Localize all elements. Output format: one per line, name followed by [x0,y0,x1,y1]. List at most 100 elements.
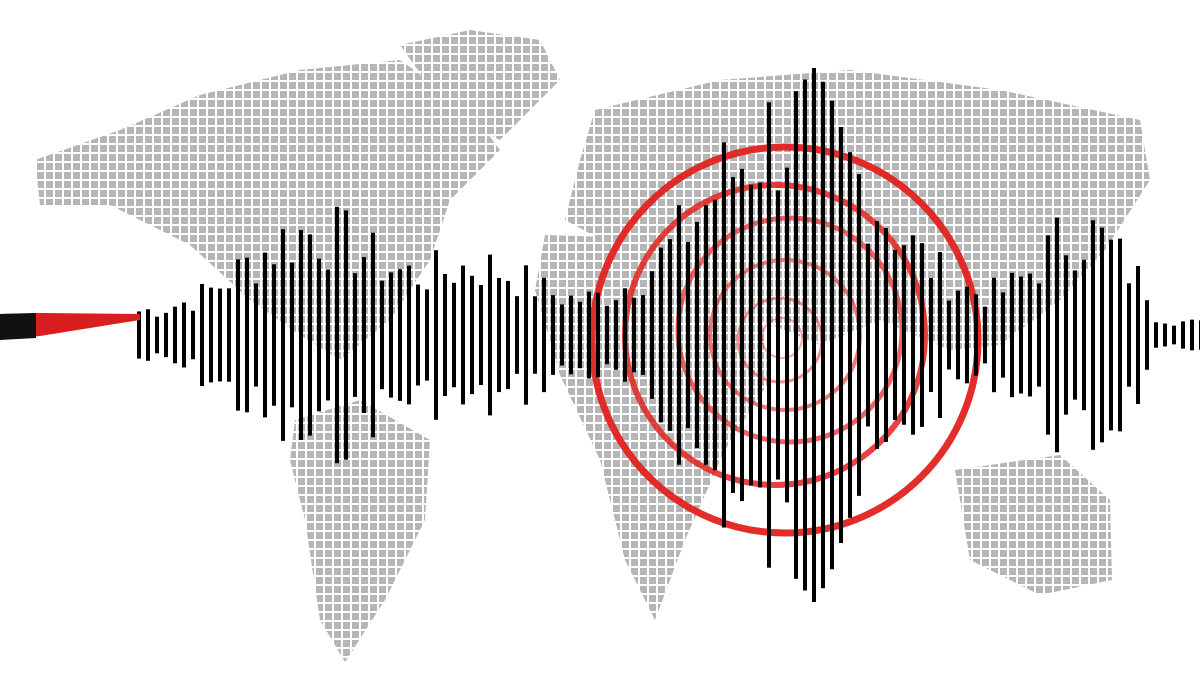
wave-line [263,252,267,418]
wave-line [515,296,519,374]
wave-line [596,292,600,378]
wave-line [1190,319,1194,351]
wave-line [956,290,960,380]
australia [955,455,1112,595]
wave-line [1154,322,1158,348]
wave-line [1163,323,1167,347]
wave-line [542,277,546,393]
wave-line [1082,259,1086,411]
wave-line [704,205,708,465]
seismic-wave [137,67,1200,603]
wave-line [434,250,438,420]
wave-line [299,230,303,440]
wave-line [992,277,996,393]
wave-line [749,184,753,486]
wave-line [686,241,690,429]
wave-line [1010,272,1014,398]
wave-line [965,286,969,384]
wave-line [488,254,492,416]
wave-line [254,283,258,387]
wave-line [362,257,366,413]
wave-line [1073,270,1077,400]
wave-line [470,275,474,395]
wave-line [227,288,231,382]
wave-line [560,304,564,366]
wave-line [1172,325,1176,345]
wave-line [1136,265,1140,405]
wave-line [1145,300,1149,370]
wave-line [1037,283,1041,387]
wave-line [380,280,384,390]
wave-line [857,174,861,496]
wave-line [623,288,627,382]
wave-line [587,291,591,379]
wave-line [929,277,933,393]
wave-line [506,280,510,390]
wave-line [416,284,420,386]
wave-line [443,273,447,397]
wave-line [191,310,195,360]
wave-line [911,235,915,435]
wave-line [236,259,240,411]
wave-line [677,205,681,465]
wave-line [524,265,528,405]
wave-line [839,126,843,544]
wave-line [1181,321,1185,349]
wave-line [1019,276,1023,394]
wave-line [740,168,744,502]
wave-line [398,269,402,401]
wave-line [1064,255,1068,415]
wave-line [281,229,285,441]
wave-line [650,271,654,399]
wave-line [695,221,699,449]
wave-line [1091,220,1095,450]
wave-line [803,79,807,591]
wave-line [758,182,762,488]
wave-line [461,265,465,405]
wave-line [578,301,582,369]
wave-line [821,81,825,589]
south-america [290,400,430,662]
wave-line [794,91,798,579]
wave-line [902,245,906,425]
wave-line [785,167,789,503]
wave-line [371,232,375,438]
wave-line [605,305,609,365]
wave-line [164,312,168,358]
wave-line [308,234,312,436]
wave-line [812,67,816,603]
wave-line [497,277,501,393]
wave-line [938,252,942,418]
wave-line [614,300,618,370]
wave-line [218,288,222,382]
wave-line [1118,238,1122,432]
wave-line [920,243,924,427]
wave-line [1127,283,1131,387]
wave-line [479,285,483,385]
wave-line [389,272,393,398]
wave-line [407,265,411,405]
wave-line [1001,292,1005,378]
wave-line [1109,239,1113,431]
wave-line [974,294,978,376]
wave-line [344,210,348,460]
wave-line [137,311,141,359]
wave-line [551,295,555,375]
wave-line [1055,217,1059,453]
wave-line [893,249,897,421]
wave-line [668,239,672,431]
wave-line [875,221,879,449]
wave-line [173,306,177,364]
wave-line [659,247,663,423]
wave-line [245,257,249,413]
wave-line [722,142,726,528]
wave-line [317,258,321,412]
wave-line [326,269,330,401]
wave-line [641,295,645,375]
wave-line [200,283,204,387]
wave-line [1100,227,1104,443]
wave-line [155,316,159,354]
wave-line [947,300,951,370]
